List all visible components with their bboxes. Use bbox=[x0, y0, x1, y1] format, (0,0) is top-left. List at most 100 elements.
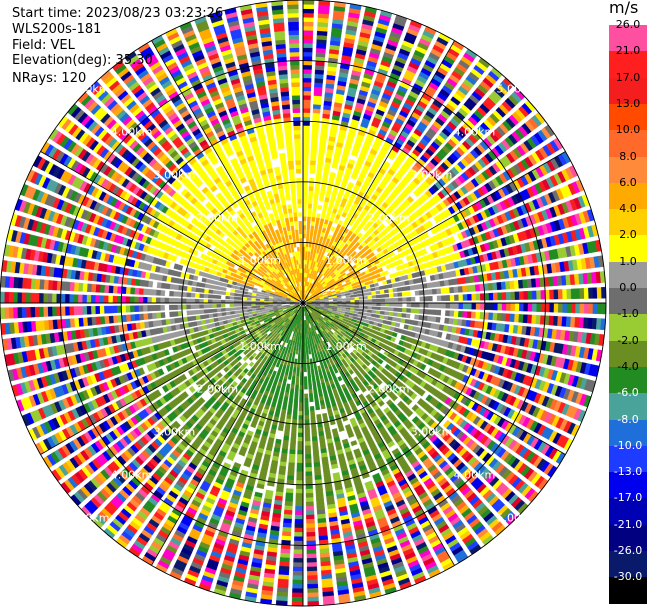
range-gate-cell bbox=[319, 373, 324, 380]
range-gate-cell bbox=[415, 296, 421, 302]
range-gate-cell bbox=[302, 25, 314, 31]
range-gate-cell bbox=[506, 302, 512, 311]
range-gate-cell bbox=[384, 311, 390, 316]
range-gate-cell bbox=[316, 235, 321, 241]
range-gate-cell bbox=[371, 291, 377, 295]
range-gate-cell bbox=[302, 38, 313, 44]
range-gate-cell bbox=[352, 316, 358, 320]
range-gate-cell bbox=[303, 371, 308, 377]
range-gate-cell bbox=[384, 298, 390, 302]
range-gate-cell bbox=[367, 309, 373, 314]
range-gate-cell bbox=[314, 77, 324, 84]
range-gate-cell bbox=[345, 309, 351, 313]
range-gate-cell bbox=[505, 313, 511, 322]
range-gate-cell bbox=[287, 374, 292, 381]
range-gate-cell bbox=[470, 311, 477, 319]
range-gate-cell bbox=[294, 532, 304, 537]
range-gate-cell bbox=[288, 462, 295, 468]
range-gate-cell bbox=[307, 575, 318, 581]
range-gate-cell bbox=[303, 350, 306, 356]
range-gate-cell bbox=[311, 427, 317, 433]
range-gate-cell bbox=[496, 312, 503, 321]
range-gate-cell bbox=[305, 255, 308, 261]
range-gate-cell bbox=[308, 380, 312, 386]
range-gate-cell bbox=[316, 383, 322, 389]
range-gate-cell bbox=[308, 190, 314, 196]
range-gate-cell bbox=[302, 64, 312, 70]
range-gate-cell bbox=[410, 308, 416, 314]
range-gate-cell bbox=[302, 81, 312, 87]
range-gate-cell bbox=[449, 302, 455, 309]
range-gate-cell bbox=[350, 297, 356, 301]
range-gate-cell bbox=[294, 536, 304, 542]
range-gate-cell bbox=[284, 505, 293, 511]
range-gate-cell bbox=[305, 246, 309, 252]
range-gate-cell bbox=[310, 345, 314, 351]
range-gate-cell bbox=[311, 436, 318, 442]
range-gate-cell bbox=[293, 544, 304, 550]
range-gate-cell bbox=[306, 536, 316, 542]
range-gate-cell bbox=[393, 302, 399, 307]
range-gate-cell bbox=[302, 47, 313, 53]
range-gate-cell bbox=[302, 30, 314, 36]
range-gate-cell bbox=[287, 405, 293, 411]
range-gate-cell bbox=[292, 414, 298, 420]
range-gate-cell bbox=[302, 120, 310, 126]
range-gate-cell bbox=[312, 444, 319, 451]
range-gate-cell bbox=[314, 401, 320, 407]
range-gate-cell bbox=[345, 297, 351, 301]
range-gate-cell bbox=[296, 367, 300, 373]
range-gate-cell bbox=[313, 230, 318, 236]
range-gate-cell bbox=[305, 488, 314, 494]
range-gate-cell bbox=[302, 159, 309, 165]
range-gate-cell bbox=[380, 294, 386, 298]
range-gate-cell bbox=[315, 492, 324, 498]
range-gate-cell bbox=[302, 164, 309, 170]
range-gate-cell bbox=[306, 233, 310, 239]
range-gate-cell bbox=[300, 324, 303, 330]
range-gate-cell bbox=[306, 259, 310, 265]
range-gate-cell bbox=[345, 307, 351, 310]
range-gate-cell bbox=[304, 419, 310, 425]
range-gate-cell bbox=[311, 371, 315, 377]
range-gate-cell bbox=[292, 566, 304, 572]
range-gate-cell bbox=[297, 354, 301, 360]
range-gate-cell bbox=[510, 291, 516, 300]
range-gate-cell bbox=[316, 212, 321, 219]
range-gate-cell bbox=[475, 293, 481, 301]
range-gate-cell bbox=[314, 190, 320, 197]
range-gate-cell bbox=[306, 570, 318, 576]
range-gate-cell bbox=[304, 389, 309, 395]
range-gate-cell bbox=[313, 388, 318, 394]
range-gate-cell bbox=[317, 426, 324, 433]
range-gate-cell bbox=[406, 297, 412, 302]
range-gate-cell bbox=[297, 441, 304, 447]
range-gate-cell bbox=[302, 51, 313, 57]
range-gate-cell bbox=[348, 289, 354, 293]
range-gate-cell bbox=[304, 268, 307, 274]
range-gate-cell bbox=[332, 297, 338, 300]
range-gate-cell bbox=[307, 255, 310, 261]
range-gate-cell bbox=[405, 285, 411, 291]
range-gate-cell bbox=[544, 302, 550, 313]
range-gate-cell bbox=[285, 365, 290, 371]
range-gate-cell bbox=[285, 488, 294, 494]
range-gate-cell bbox=[291, 419, 298, 425]
range-gate-cell bbox=[290, 348, 294, 355]
range-gate-cell bbox=[328, 301, 334, 303]
range-gate-cell bbox=[441, 302, 447, 309]
range-gate-cell bbox=[305, 475, 313, 481]
range-gate-cell bbox=[305, 458, 312, 464]
range-gate-cell bbox=[553, 289, 559, 300]
range-gate-cell bbox=[293, 540, 304, 546]
range-gate-cell bbox=[286, 379, 292, 385]
range-gate-cell bbox=[353, 310, 359, 315]
range-gate-cell bbox=[287, 466, 295, 472]
range-gate-cell bbox=[302, 133, 310, 139]
range-gate-cell bbox=[312, 203, 318, 209]
range-gate-cell bbox=[374, 286, 381, 291]
range-gate-cell bbox=[312, 112, 321, 118]
range-gate-cell bbox=[566, 302, 572, 314]
range-gate-cell bbox=[312, 379, 317, 385]
range-gate-cell bbox=[304, 423, 310, 429]
